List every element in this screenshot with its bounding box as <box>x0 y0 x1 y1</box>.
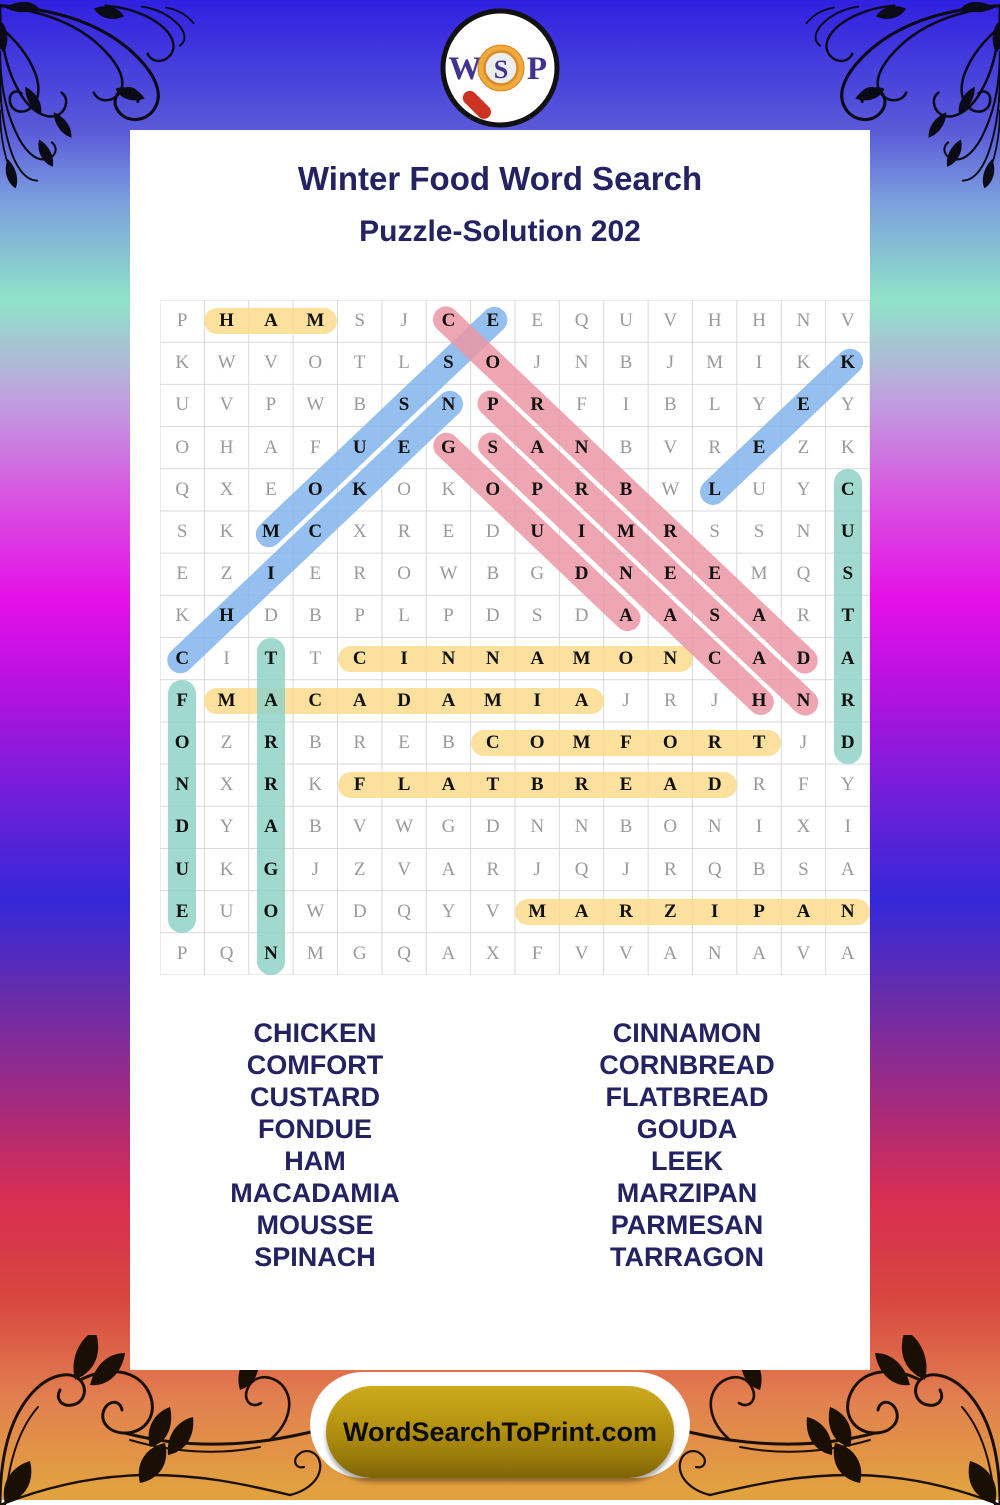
svg-text:W: W <box>449 51 482 87</box>
svg-text:P: P <box>527 51 547 87</box>
svg-text:S: S <box>494 55 508 84</box>
